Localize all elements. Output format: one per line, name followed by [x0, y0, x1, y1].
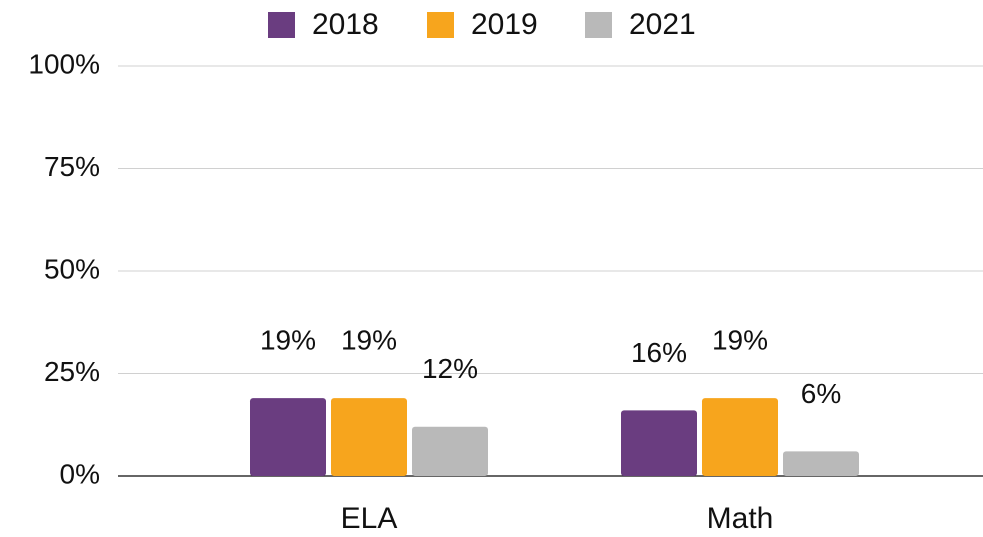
bar	[331, 398, 407, 476]
data-label: 12%	[422, 353, 478, 384]
data-label: 19%	[712, 324, 768, 355]
x-tick-label: Math	[707, 502, 774, 535]
x-tick-label: ELA	[341, 502, 398, 535]
legend-label: 2019	[471, 8, 538, 41]
data-label: 19%	[260, 324, 316, 355]
data-label: 19%	[341, 324, 397, 355]
bar	[250, 398, 326, 476]
bar	[702, 398, 778, 476]
legend-swatch	[585, 12, 612, 38]
legend-swatch	[268, 12, 295, 38]
y-tick-label: 50%	[44, 253, 100, 284]
legend-swatch	[427, 12, 454, 38]
bar	[412, 426, 488, 476]
y-tick-label: 25%	[44, 356, 100, 387]
y-tick-label: 0%	[60, 458, 100, 489]
data-label: 6%	[801, 378, 841, 409]
bar	[621, 410, 697, 476]
y-tick-label: 100%	[28, 48, 100, 79]
legend-label: 2018	[312, 8, 379, 41]
y-tick-label: 75%	[44, 151, 100, 182]
data-label: 16%	[631, 337, 687, 368]
bar	[783, 451, 859, 476]
legend-label: 2021	[629, 8, 696, 41]
